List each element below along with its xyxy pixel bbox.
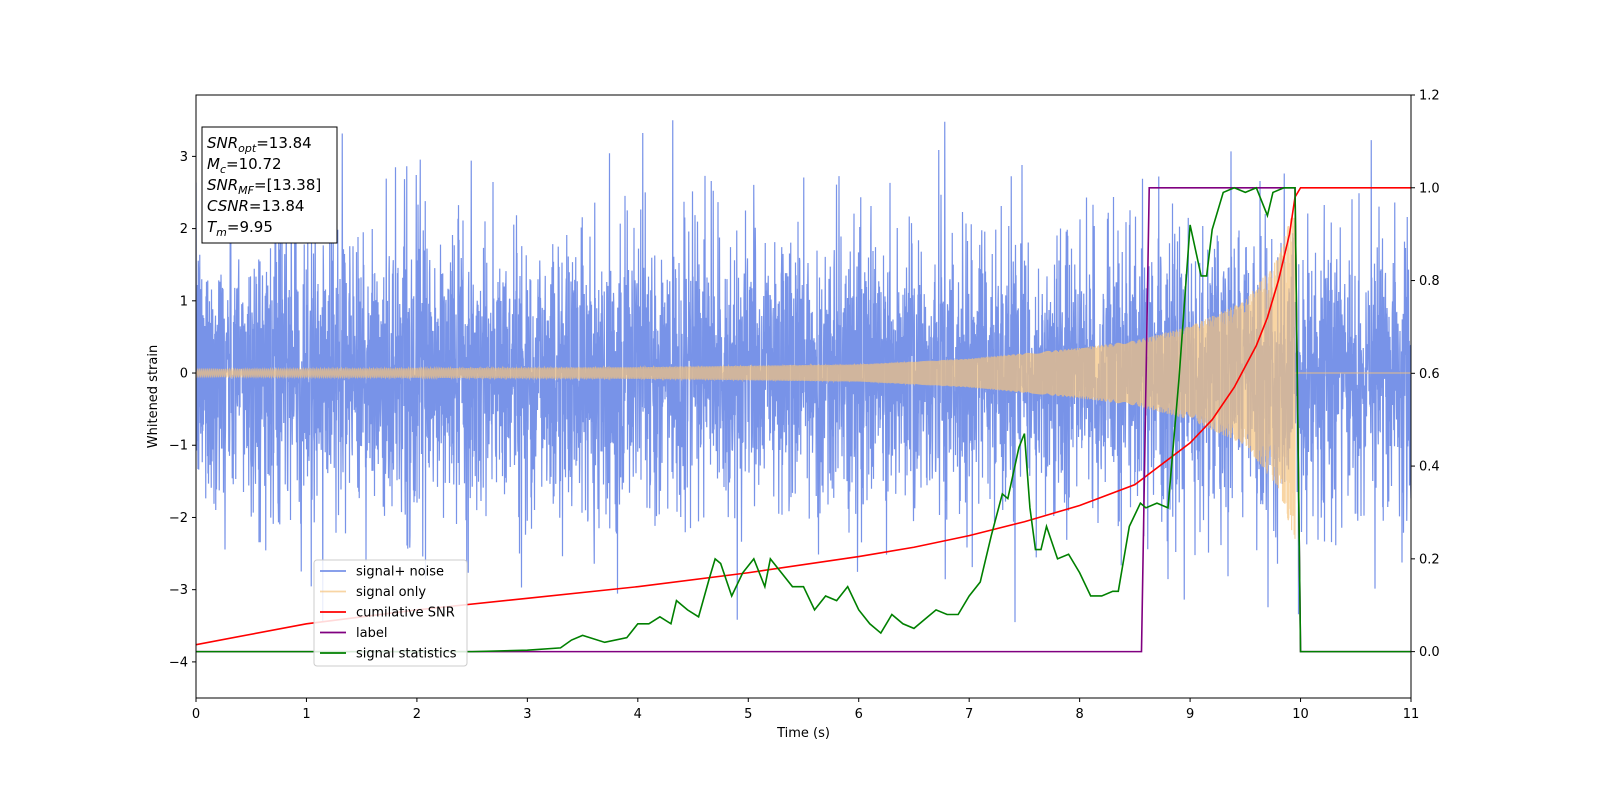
x-tick-label: 6 (855, 707, 863, 722)
x-tick-label: 4 (634, 707, 642, 722)
y-tick-label: 0 (180, 367, 188, 382)
x-tick-label: 8 (1075, 707, 1083, 722)
x-tick-label: 1 (302, 707, 310, 722)
y-tick-label: −2 (169, 511, 188, 526)
x-tick-label: 5 (744, 707, 752, 722)
y-axis-ticks-left: −4 −3 −2 −1 0 1 2 3 (169, 150, 196, 670)
x-tick-label: 0 (192, 707, 200, 722)
y-right-tick-label: 0.4 (1419, 460, 1440, 475)
legend-entry: label (356, 626, 387, 641)
y-tick-label: 1 (180, 294, 188, 309)
y-axis-label: Whitened strain (146, 345, 161, 448)
series-cumulative-snr (196, 186, 1411, 646)
x-tick-label: 2 (413, 707, 421, 722)
y-tick-label: −4 (169, 655, 188, 670)
annotation-line: SNRMF=[13.38] (207, 176, 321, 197)
annotation-line: Mc=10.72 (207, 155, 282, 176)
x-axis-label: Time (s) (776, 726, 830, 741)
legend-entry: signal statistics (356, 647, 457, 662)
y-right-tick-label: 0.8 (1419, 274, 1440, 289)
y-right-tick-label: 0.2 (1419, 552, 1440, 567)
annotation-line: SNRopt=13.84 (207, 134, 312, 155)
legend-entry: signal+ noise (356, 565, 444, 580)
y-right-tick-label: 1.0 (1419, 181, 1440, 196)
x-tick-label: 10 (1292, 707, 1309, 722)
x-tick-label: 9 (1186, 707, 1194, 722)
legend: signal+ noise signal only cumilative SNR la… (313, 559, 468, 667)
x-tick-label: 7 (965, 707, 973, 722)
series-signal-plus-noise (196, 120, 1411, 623)
x-tick-label: 3 (523, 707, 531, 722)
annotation-line: CSNR=13.84 (207, 197, 304, 215)
y-tick-label: 3 (180, 150, 188, 165)
annotation-box: SNRopt=13.84Mc=10.72SNRMF=[13.38]CSNR=13… (201, 126, 338, 244)
series-signal-statistics (196, 186, 1411, 653)
legend-entry: cumilative SNR (356, 606, 455, 621)
y-right-tick-label: 1.2 (1419, 89, 1440, 104)
y-axis-ticks-right: 0.0 0.2 0.4 0.6 0.8 1.0 1.2 (1411, 89, 1440, 660)
y-tick-label: −3 (169, 583, 188, 598)
y-tick-label: −1 (169, 439, 188, 454)
legend-entry: signal only (356, 585, 426, 600)
y-right-tick-label: 0.0 (1419, 645, 1440, 660)
y-tick-label: 2 (180, 222, 188, 237)
annotation-line: Tm=9.95 (207, 218, 273, 239)
x-axis-ticks: 0 1 2 3 4 5 6 7 8 9 10 11 (192, 698, 1419, 722)
y-right-tick-label: 0.6 (1419, 367, 1440, 382)
series-signal-only (196, 215, 1411, 539)
x-tick-label: 11 (1403, 707, 1420, 722)
plot-frame (195, 94, 1412, 699)
